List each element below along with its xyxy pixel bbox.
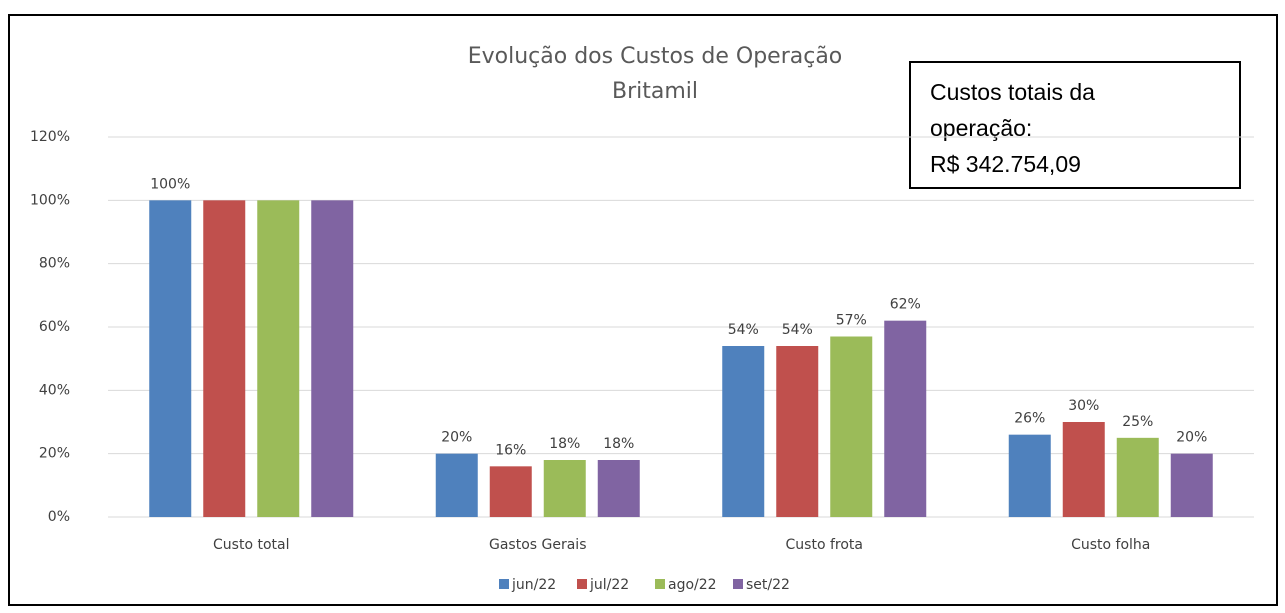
data-label: 100% — [150, 176, 190, 192]
data-label: 26% — [1014, 411, 1045, 427]
bar — [1116, 437, 1159, 517]
data-label: 16% — [495, 442, 526, 458]
bar — [311, 200, 354, 518]
data-label: 54% — [782, 322, 813, 338]
bar — [489, 466, 532, 517]
legend-label: set/22 — [746, 577, 790, 593]
bar — [1062, 422, 1105, 517]
bar — [435, 453, 478, 517]
y-tick-label: 20% — [39, 446, 70, 462]
data-label: 25% — [1122, 414, 1153, 430]
chart-title: Evolução dos Custos de Operação — [468, 44, 843, 69]
data-label: 30% — [1068, 398, 1099, 414]
data-label: 18% — [603, 436, 634, 452]
bar — [149, 200, 192, 518]
data-label: 57% — [836, 313, 867, 329]
y-tick-label: 120% — [30, 129, 70, 145]
bar — [543, 460, 586, 517]
annotation-box — [909, 61, 1241, 189]
data-label: 18% — [549, 436, 580, 452]
y-tick-label: 40% — [39, 382, 70, 398]
bar — [830, 336, 873, 517]
bar — [884, 320, 927, 517]
x-tick-label: Custo frota — [786, 537, 863, 553]
data-label: 20% — [1176, 430, 1207, 446]
bar — [722, 346, 765, 517]
chart-subtitle: Britamil — [612, 79, 698, 104]
bar — [1170, 453, 1213, 517]
legend-label: jun/22 — [511, 577, 556, 593]
x-tick-label: Custo folha — [1071, 537, 1150, 553]
legend-label: jul/22 — [589, 577, 629, 593]
data-label: 20% — [441, 430, 472, 446]
bar — [1008, 434, 1051, 517]
bar — [257, 200, 300, 518]
legend-swatch — [577, 579, 587, 589]
bar — [776, 346, 819, 517]
data-label: 54% — [728, 322, 759, 338]
legend-swatch — [499, 579, 509, 589]
x-tick-label: Gastos Gerais — [489, 537, 587, 553]
legend-swatch — [655, 579, 665, 589]
annotation: Custos totais da — [930, 79, 1095, 105]
y-tick-label: 60% — [39, 319, 70, 335]
annotation: R$ 342.754,09 — [930, 151, 1081, 177]
bar — [203, 200, 246, 518]
legend-label: ago/22 — [668, 577, 717, 593]
y-tick-label: 80% — [39, 256, 70, 272]
bar — [597, 460, 640, 517]
x-tick-label: Custo total — [213, 537, 289, 553]
legend-swatch — [733, 579, 743, 589]
y-tick-label: 0% — [48, 509, 70, 525]
y-tick-label: 100% — [30, 192, 70, 208]
data-label: 62% — [890, 297, 921, 313]
